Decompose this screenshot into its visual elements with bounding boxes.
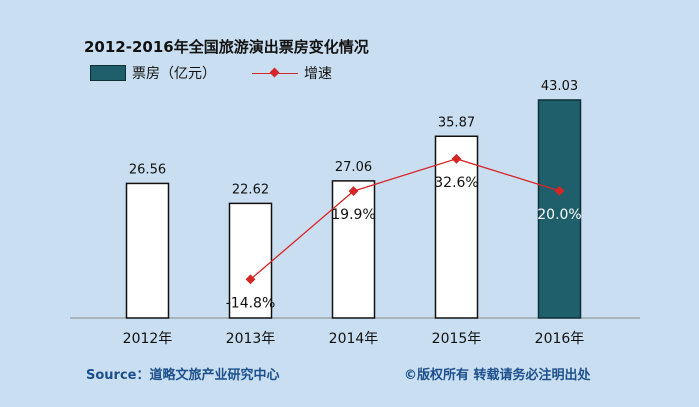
legend-bar: 票房（亿元） (90, 64, 216, 82)
legend-bar-swatch (90, 65, 126, 81)
bar-value-label-2: 27.06 (335, 160, 372, 175)
growth-line (250, 158, 560, 280)
bar-3 (434, 135, 479, 319)
x-tick-label-4: 2016年 (535, 331, 585, 347)
bar-2 (331, 180, 376, 319)
bar-4 (537, 99, 582, 319)
growth-label-1: -14.8% (226, 295, 276, 311)
legend-line-swatch (252, 66, 298, 80)
bar-value-label-3: 35.87 (438, 115, 475, 130)
bar-value-label-4: 43.03 (541, 79, 578, 94)
legend-line-label: 增速 (304, 66, 332, 82)
copyright-note: ©版权所有 转载请务必注明出处 (404, 368, 591, 383)
chart-title: 2012-2016年全国旅游演出票房变化情况 (84, 38, 369, 56)
x-tick-label-1: 2013年 (226, 331, 276, 347)
source-note: Source：道略文旅产业研究中心 (86, 368, 280, 383)
bar-0 (125, 182, 170, 319)
growth-point-4 (554, 185, 565, 196)
x-tick-label-2: 2014年 (329, 331, 379, 347)
growth-label-4: 20.0% (537, 207, 581, 223)
x-tick-label-0: 2012年 (123, 331, 173, 347)
legend-line: 增速 (252, 64, 332, 82)
growth-point-3 (451, 153, 462, 164)
growth-point-2 (348, 186, 359, 197)
bar-1 (228, 202, 273, 319)
bar-value-label-1: 22.62 (232, 182, 269, 197)
x-tick-label-3: 2015年 (432, 331, 482, 347)
bar-value-label-0: 26.56 (129, 162, 166, 177)
growth-label-2: 19.9% (331, 207, 375, 223)
growth-label-3: 32.6% (434, 175, 478, 191)
growth-point-1 (245, 274, 256, 285)
legend-bar-label: 票房（亿元） (132, 66, 216, 82)
